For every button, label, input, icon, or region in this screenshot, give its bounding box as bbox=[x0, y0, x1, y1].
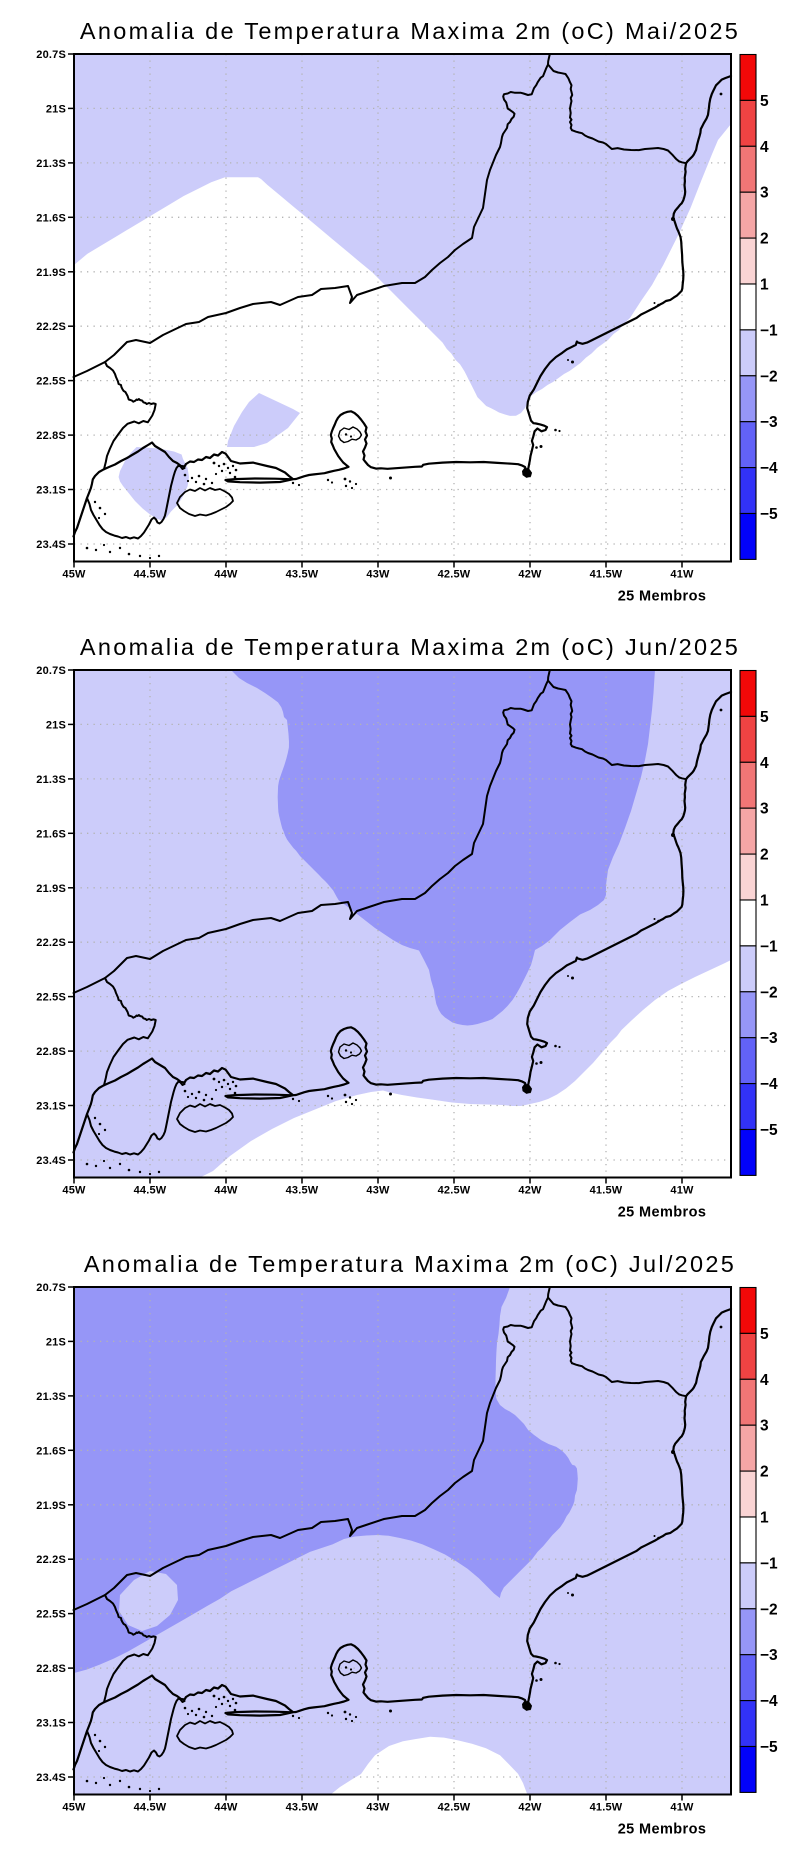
svg-text:Anomalia de Temperatura Maxima: Anomalia de Temperatura Maxima 2m (oC) M… bbox=[80, 18, 740, 44]
svg-text:Anomalia de Temperatura Maxima: Anomalia de Temperatura Maxima 2m (oC) J… bbox=[80, 634, 740, 660]
svg-text:Anomalia de Temperatura Maxima: Anomalia de Temperatura Maxima 2m (oC) J… bbox=[84, 1251, 736, 1277]
